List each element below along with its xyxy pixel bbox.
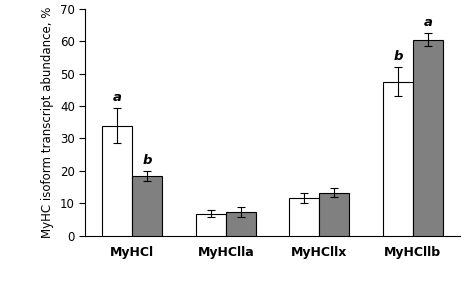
Text: a: a [423, 16, 432, 30]
Text: b: b [143, 154, 152, 167]
Y-axis label: MyHC isoform transcript abundance, %: MyHC isoform transcript abundance, % [41, 7, 55, 238]
Bar [319, 193, 349, 236]
Bar [132, 176, 162, 236]
Bar [102, 126, 132, 236]
Text: b: b [393, 50, 402, 63]
Bar [196, 214, 226, 236]
Bar [290, 198, 319, 236]
Bar [413, 40, 443, 236]
Bar [226, 212, 255, 236]
Bar [383, 82, 413, 236]
Text: a: a [113, 91, 122, 104]
